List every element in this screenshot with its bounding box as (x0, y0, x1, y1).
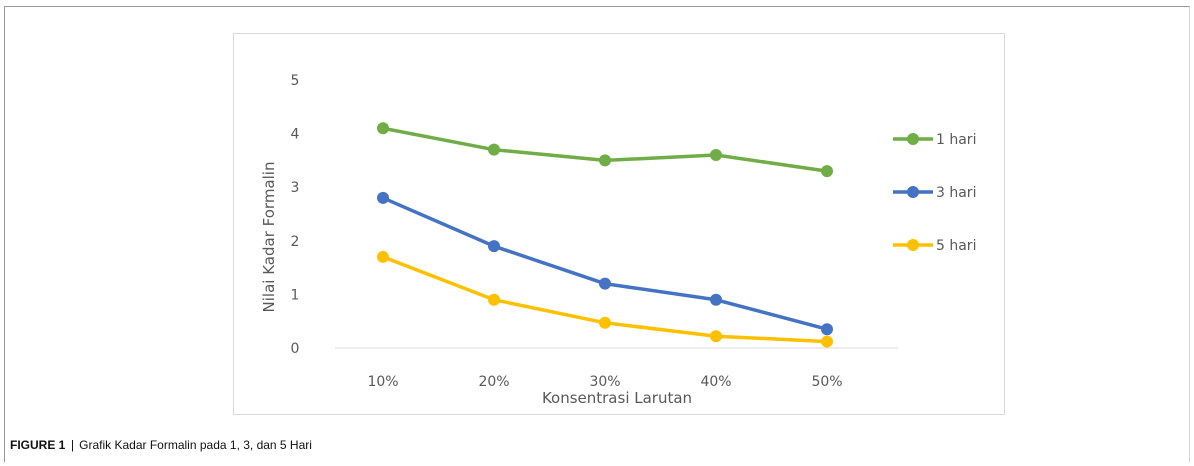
y-axis-ticks: 0 1 2 3 4 5 (291, 73, 300, 357)
legend-marker (907, 133, 919, 145)
data-point (710, 330, 722, 343)
figure-caption: FIGURE 1 | Grafik Kadar Formalin pada 1,… (10, 438, 312, 452)
x-tick-label: 20% (478, 374, 509, 390)
legend-entry: 1 hari (893, 132, 976, 148)
legend-entry: 5 hari (893, 238, 976, 254)
series-1 (377, 122, 833, 178)
y-tick-label: 1 (291, 287, 300, 303)
data-point (599, 277, 611, 290)
data-point (821, 323, 833, 336)
legend-label: 1 hari (936, 132, 976, 148)
line-chart: 0 1 2 3 4 5 10% 20% 30% 40% 50% 1 hari 3 hari 5 har… (260, 73, 976, 407)
x-tick-label: 50% (811, 374, 842, 390)
data-point (488, 143, 500, 156)
y-tick-label: 3 (291, 180, 300, 196)
y-tick-label: 2 (291, 234, 300, 250)
legend-label: 3 hari (936, 185, 976, 201)
data-point (599, 316, 611, 329)
data-point (599, 154, 611, 167)
series-lines (377, 122, 833, 348)
data-point (821, 335, 833, 348)
figure-label: FIGURE 1 (10, 438, 66, 452)
series-2 (377, 191, 833, 336)
data-point (710, 149, 722, 162)
x-tick-label: 10% (367, 374, 398, 390)
y-axis-title: Nilai Kadar Formalin (260, 162, 278, 313)
figure-separator: | (70, 438, 74, 452)
legend-label: 5 hari (936, 238, 976, 254)
data-point (377, 250, 389, 263)
legend: 1 hari 3 hari 5 hari (893, 132, 976, 254)
x-axis-title: Konsentrasi Larutan (542, 389, 692, 407)
y-tick-label: 5 (291, 73, 300, 89)
x-tick-label: 30% (589, 374, 620, 390)
x-axis-ticks: 10% 20% 30% 40% 50% (367, 374, 842, 390)
y-tick-label: 0 (291, 341, 300, 357)
legend-marker (907, 186, 919, 198)
series-line (382, 196, 828, 331)
legend-entry: 3 hari (893, 185, 976, 201)
figure-caption-text: Grafik Kadar Formalin pada 1, 3, dan 5 H… (79, 438, 312, 452)
y-tick-label: 4 (291, 127, 300, 143)
series-3 (377, 250, 833, 348)
figure-frame (4, 6, 1190, 462)
chart-area (233, 33, 1005, 415)
data-point (821, 165, 833, 178)
data-point (710, 293, 722, 306)
legend-marker (907, 239, 919, 251)
data-point (377, 191, 389, 204)
series-line (382, 255, 828, 344)
x-tick-label: 40% (700, 374, 731, 390)
data-point (488, 293, 500, 306)
data-point (377, 122, 389, 135)
data-point (488, 240, 500, 253)
